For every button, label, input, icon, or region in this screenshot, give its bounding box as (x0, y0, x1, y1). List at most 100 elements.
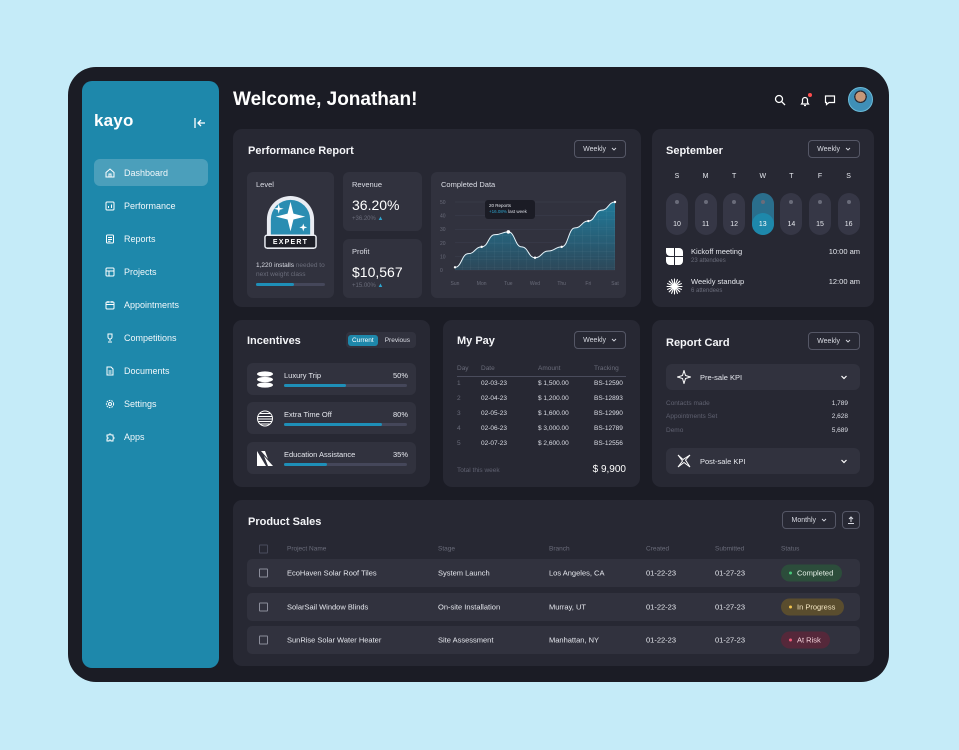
day-pill (780, 193, 803, 235)
calendar-day[interactable]: T 12 (723, 173, 746, 235)
incentives-title: Incentives (247, 335, 301, 347)
select-all-checkbox[interactable] (259, 544, 268, 554)
chart-area-grid (455, 202, 615, 270)
data-point[interactable] (533, 256, 537, 259)
level-panel: Level EXPERT 1,220 installs needed to ne… (247, 172, 334, 298)
revenue-panel: Revenue 36.20% +36.20% ▲ (343, 172, 422, 231)
event-dot (818, 200, 822, 204)
row-checkbox[interactable] (259, 568, 268, 578)
sidebar-item-appointments[interactable]: Appointments (94, 291, 208, 318)
sidebar-item-label: Documents (124, 365, 170, 376)
product-sales-header: Project Name Stage Branch Created Submit… (247, 543, 860, 555)
collapse-sidebar-icon[interactable] (193, 116, 207, 130)
weekday-label: S (846, 173, 851, 180)
report-period-dropdown[interactable]: Weekly (808, 332, 860, 350)
post-sale-kpi-toggle[interactable]: Post-sale KPI (666, 448, 860, 474)
avatar[interactable] (848, 87, 873, 112)
chat-icon[interactable] (824, 94, 836, 106)
tab-current[interactable]: Current (348, 334, 378, 346)
header-actions (761, 87, 873, 112)
my-pay-title: My Pay (457, 335, 495, 347)
data-point[interactable] (560, 245, 563, 249)
event-dot (732, 200, 737, 204)
y-tick-label: 10 (440, 254, 446, 260)
pay-date: 02-05-23 (481, 410, 508, 417)
day-pill (666, 193, 688, 235)
table-row[interactable]: EcoHaven Solar Roof Tiles System Launch … (247, 559, 860, 587)
kpi-section-title: Pre-sale KPI (700, 373, 743, 382)
table-row[interactable]: SolarSail Window Blinds On-site Installa… (247, 593, 860, 621)
calendar-day[interactable]: M 11 (694, 173, 717, 235)
sidebar-item-competitions[interactable]: Competitions (94, 324, 208, 351)
event-weekly-standup[interactable]: Weekly standup 6 attendees 12:00 am (666, 276, 860, 300)
sidebar-item-documents[interactable]: Documents (94, 357, 208, 384)
x-tick-label: Mon (477, 281, 487, 287)
row-checkbox[interactable] (259, 635, 268, 645)
pay-day: 2 (457, 395, 461, 402)
column-amount: Amount (538, 362, 594, 377)
sidebar-item-reports[interactable]: Reports (94, 225, 208, 252)
data-point[interactable] (587, 219, 590, 223)
sidebar-item-label: Reports (124, 233, 156, 244)
day-pill (723, 193, 746, 235)
expert-badge-icon (264, 195, 317, 250)
sidebar-nav: Dashboard Performance Reports Projects A… (94, 159, 208, 456)
table-row[interactable]: SunRise Solar Water Heater Site Assessme… (247, 626, 860, 654)
sales-period-dropdown[interactable]: Monthly (782, 511, 836, 529)
data-point[interactable] (480, 245, 483, 249)
kpi-metric-row: Demo 5,689 (666, 427, 848, 434)
chevron-down-icon (841, 375, 847, 380)
calendar-day[interactable]: S 16 (837, 173, 860, 235)
sparkle-icon (677, 370, 691, 384)
weekday-label: T (789, 173, 794, 180)
tab-previous[interactable]: Previous (384, 336, 410, 344)
tooltip-delta-line: +16.08% last week (489, 209, 531, 215)
clover-icon (666, 248, 683, 265)
x-tick-label: Thu (557, 281, 566, 287)
sidebar-item-label: Appointments (124, 299, 180, 310)
pre-sale-kpi-toggle[interactable]: Pre-sale KPI (666, 364, 860, 390)
weekday-label: T (732, 173, 737, 180)
bell-icon (800, 96, 810, 106)
data-point[interactable] (453, 266, 457, 269)
calendar-day[interactable]: W 13 (751, 173, 774, 235)
data-point[interactable] (506, 230, 511, 234)
sidebar-item-dashboard[interactable]: Dashboard (94, 159, 208, 186)
performance-report-card: Performance Report Weekly Level EXPERT 1… (233, 129, 641, 307)
data-point[interactable] (613, 200, 617, 204)
incentive-luxury-trip[interactable]: Luxury Trip 50% (247, 363, 416, 395)
completed-data-chart: 0 10 20 30 40 50 Sun Mon Tue Wed Thu Fri Sat (440, 200, 619, 287)
performance-period-dropdown[interactable]: Weekly (574, 140, 626, 158)
calendar-day[interactable]: F 15 (809, 173, 831, 235)
sidebar-item-settings[interactable]: Settings (94, 390, 208, 417)
sidebar-item-performance[interactable]: Performance (94, 192, 208, 219)
pay-period-dropdown[interactable]: Weekly (574, 331, 626, 349)
row-checkbox[interactable] (259, 602, 268, 612)
kpi-metric-value: 2,628 (831, 413, 848, 420)
project-submitted: 01-27-23 (715, 602, 746, 612)
search-icon[interactable] (774, 94, 786, 106)
pay-tracking: BS-12556 (594, 440, 623, 447)
sidebar-item-projects[interactable]: Projects (94, 258, 208, 285)
sidebar-item-label: Projects (124, 266, 157, 277)
export-button[interactable] (842, 511, 860, 529)
x-tick-label: Tue (504, 281, 513, 287)
incentive-extra-time-off[interactable]: Extra Time Off 80% (247, 402, 416, 434)
notification-button[interactable] (799, 92, 812, 106)
sidebar-item-apps[interactable]: Apps (94, 423, 208, 450)
revenue-delta: +36.20% ▲ (352, 216, 413, 222)
upload-icon (848, 516, 854, 524)
column-status: Status (781, 545, 800, 553)
incentive-education-assistance[interactable]: Education Assistance 35% (247, 442, 416, 474)
project-branch: Murray, UT (549, 602, 586, 612)
kayo-logo[interactable]: kayo (94, 111, 134, 130)
calendar-day[interactable]: T 14 (780, 173, 803, 235)
dropdown-value: Weekly (817, 337, 840, 345)
installs-needed-text: 1,220 installs needed to next weight cla… (256, 261, 332, 279)
pay-amount: $ 1,200.00 (538, 395, 569, 402)
event-kickoff-meeting[interactable]: Kickoff meeting 23 attendees 10:00 am (666, 246, 860, 270)
pay-tracking: BS-12990 (594, 410, 623, 417)
dropdown-value: Monthly (791, 516, 816, 524)
calendar-day[interactable]: S 10 (666, 173, 688, 235)
calendar-period-dropdown[interactable]: Weekly (808, 140, 860, 158)
